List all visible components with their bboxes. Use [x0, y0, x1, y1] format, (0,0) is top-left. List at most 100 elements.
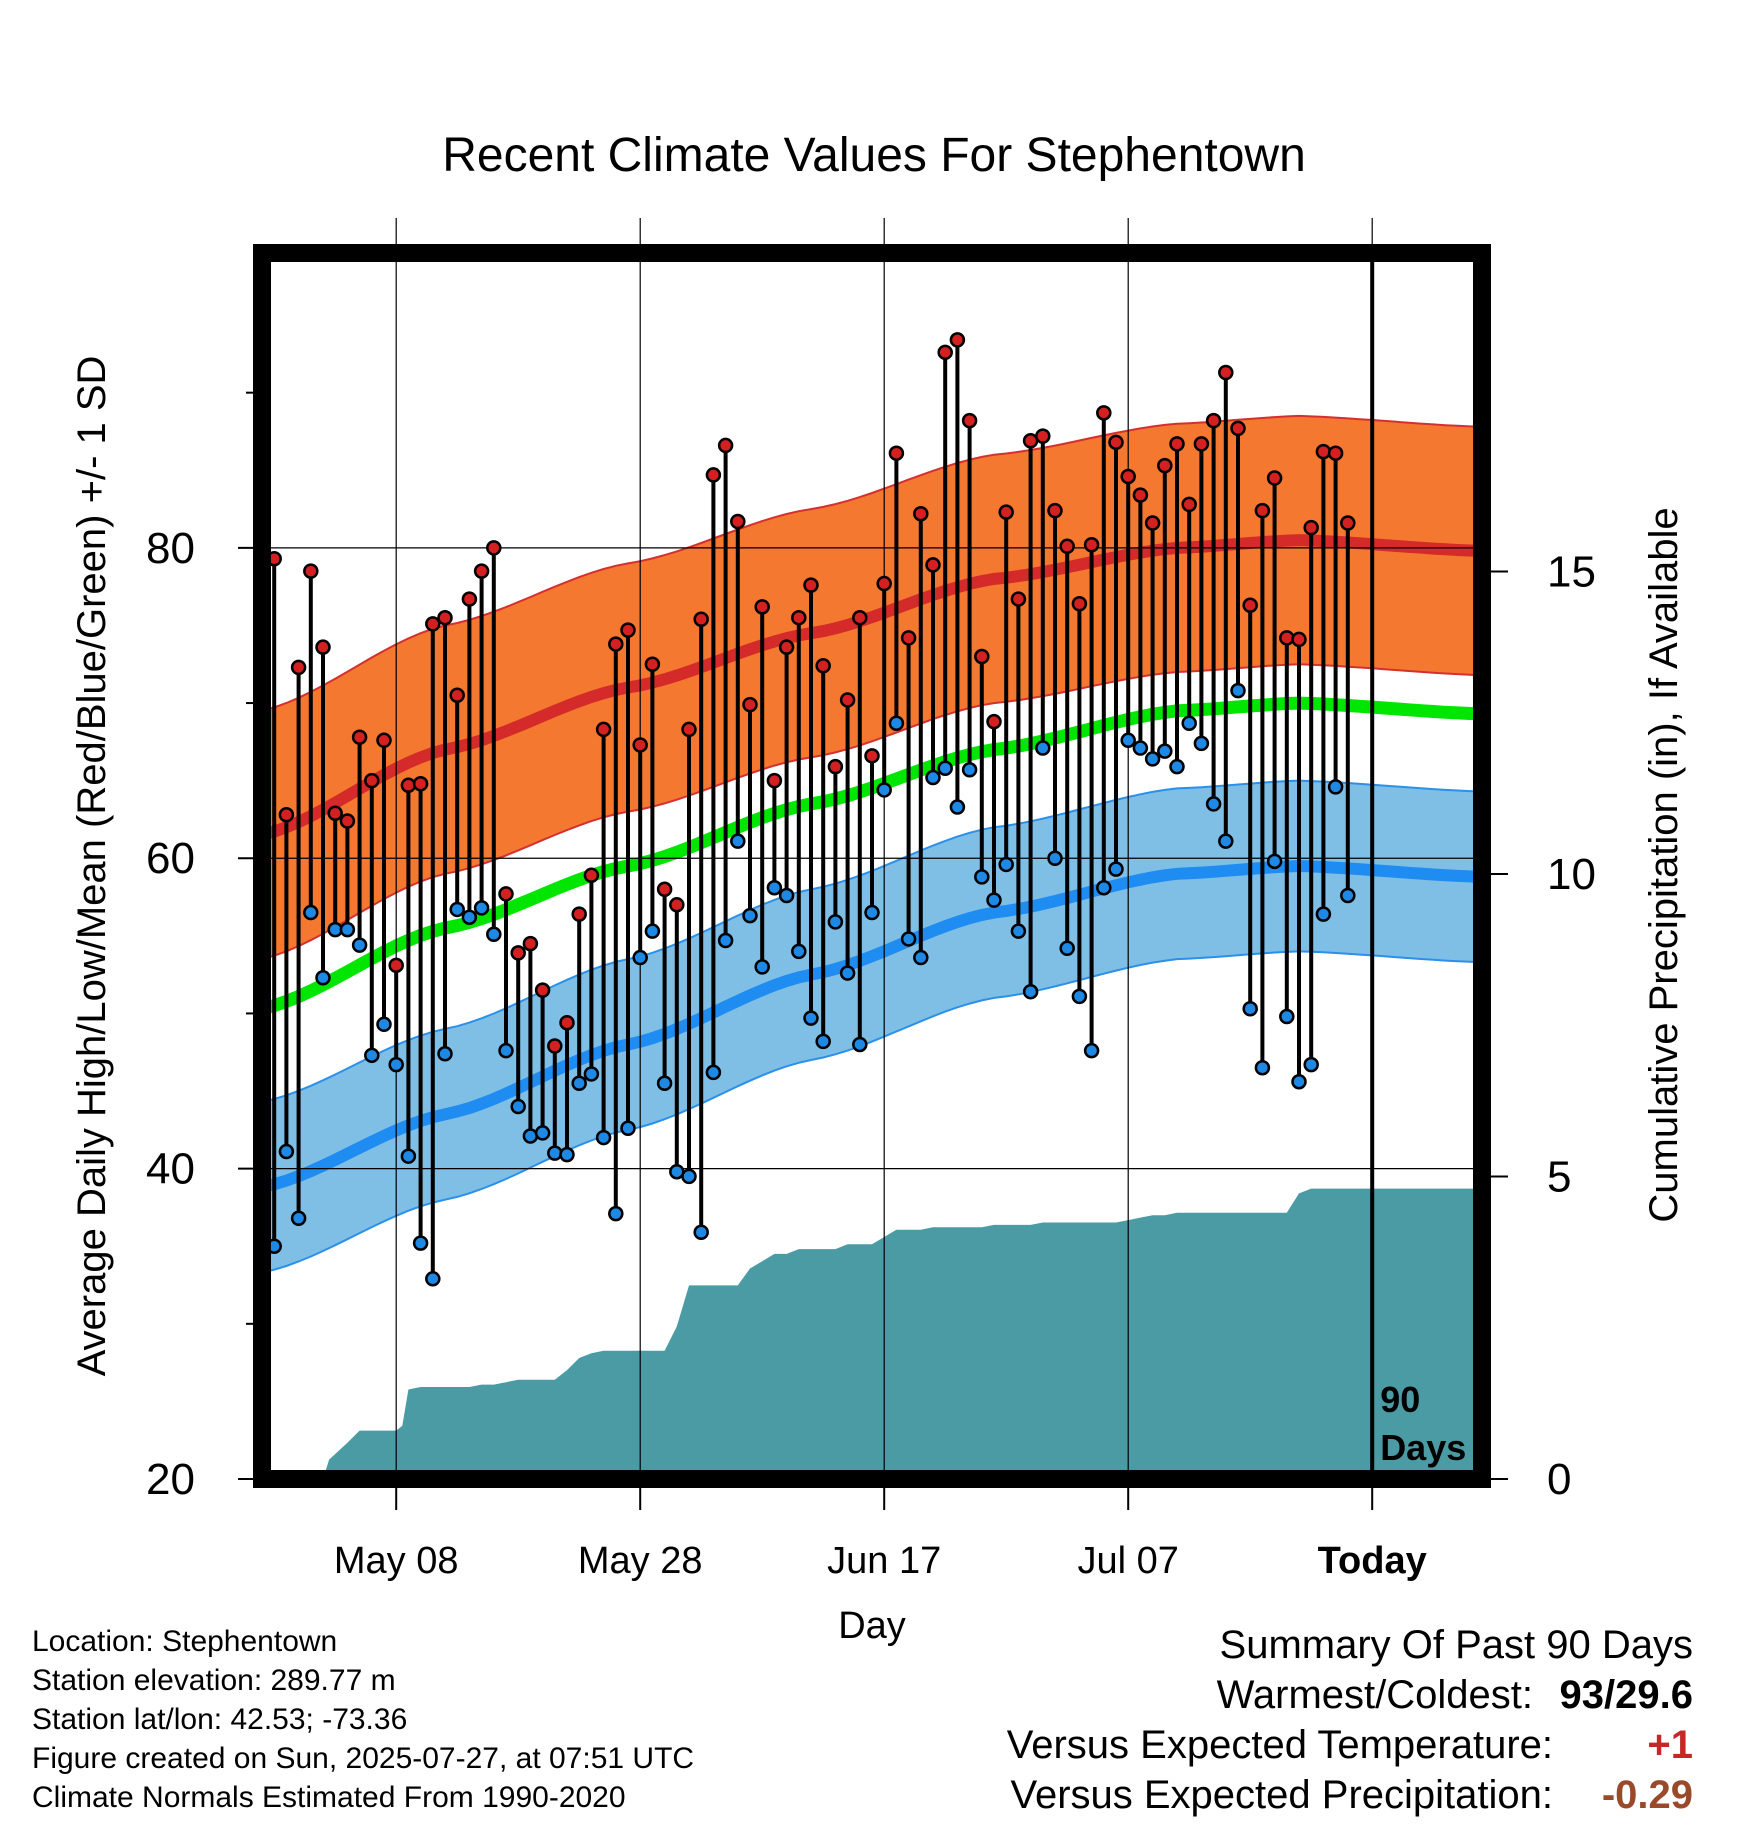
- low-point: [608, 1205, 624, 1222]
- low-point: [620, 1120, 636, 1137]
- high-point: [742, 696, 758, 713]
- high-point: [1157, 457, 1173, 474]
- high-point: [559, 1014, 575, 1031]
- low-point: [827, 914, 844, 930]
- low-point: [888, 715, 905, 731]
- high-point: [681, 721, 697, 738]
- y2-tick-label: 15: [1547, 548, 1596, 597]
- high-point: [583, 867, 600, 884]
- low-point: [1010, 923, 1027, 939]
- low-point: [1315, 906, 1332, 922]
- high-point: [1083, 537, 1100, 553]
- low-point: [778, 887, 795, 904]
- temp-label: Versus Expected Temperature:: [1006, 1723, 1553, 1767]
- low-point: [852, 1036, 868, 1053]
- high-point: [644, 656, 661, 673]
- low-point: [425, 1271, 441, 1287]
- low-point: [315, 969, 331, 986]
- chart-title: Recent Climate Values For Stephentown: [442, 129, 1306, 182]
- high-point: [766, 772, 783, 789]
- precip-label: Versus Expected Precipitation:: [1010, 1773, 1553, 1817]
- high-point: [864, 748, 880, 764]
- high-point: [303, 563, 319, 579]
- created-text: Figure created on Sun, 2025-07-27, at 07…: [32, 1742, 695, 1775]
- low-point: [1120, 732, 1136, 749]
- high-point: [412, 775, 429, 792]
- low-point: [1022, 983, 1039, 1000]
- y2-axis-title: Cumulative Precipitation (in), If Availa…: [1642, 507, 1686, 1222]
- summary-heading: Summary Of Past 90 Days: [1219, 1623, 1693, 1667]
- high-point: [620, 622, 636, 638]
- high-point: [498, 886, 514, 902]
- high-point: [315, 639, 331, 655]
- low-point: [364, 1047, 380, 1064]
- low-point: [486, 926, 502, 943]
- high-point: [974, 648, 990, 665]
- low-point: [534, 1125, 551, 1141]
- low-point: [803, 1010, 819, 1026]
- low-point: [461, 909, 478, 925]
- high-point: [1230, 420, 1246, 437]
- low-point: [644, 923, 661, 939]
- x-tick-label: May 28: [578, 1540, 703, 1582]
- high-point: [778, 639, 795, 655]
- low-point: [1291, 1073, 1307, 1090]
- y-tick-label: 40: [146, 1145, 195, 1194]
- low-point: [1242, 1001, 1258, 1017]
- high-point: [1315, 443, 1332, 460]
- high-point: [534, 982, 551, 998]
- low-point: [998, 856, 1014, 873]
- high-point: [1193, 436, 1210, 452]
- high-point: [876, 575, 892, 592]
- low-point: [547, 1145, 563, 1161]
- low-point: [1230, 682, 1246, 699]
- high-point: [705, 467, 722, 483]
- high-point: [730, 513, 746, 530]
- high-point: [388, 957, 404, 974]
- temp-value: +1: [1647, 1723, 1693, 1767]
- low-point: [498, 1042, 514, 1059]
- high-point: [852, 609, 868, 626]
- high-point: [839, 692, 856, 708]
- high-point: [669, 897, 685, 913]
- low-point: [693, 1224, 709, 1240]
- high-point: [449, 687, 465, 704]
- low-point: [473, 900, 490, 916]
- high-point: [1327, 445, 1344, 461]
- low-point: [510, 1098, 526, 1115]
- high-point: [1120, 468, 1136, 485]
- low-point: [717, 932, 734, 949]
- high-point: [1181, 496, 1197, 513]
- high-point: [815, 658, 831, 674]
- high-point: [1047, 502, 1063, 519]
- location-text: Location: Stephentown: [32, 1625, 338, 1658]
- y-tick-label: 60: [146, 834, 195, 883]
- low-point: [437, 1046, 453, 1062]
- y-tick-label: 80: [146, 524, 195, 573]
- high-point: [900, 630, 917, 646]
- high-point: [961, 412, 978, 429]
- low-point: [876, 782, 892, 798]
- plot-frame: [253, 244, 1491, 1488]
- low-point: [815, 1033, 831, 1050]
- high-point: [803, 577, 819, 593]
- low-point: [913, 949, 929, 966]
- low-point: [290, 1210, 307, 1227]
- low-point: [974, 869, 990, 885]
- low-point: [1218, 833, 1234, 849]
- y-axis-title: Average Daily High/Low/Mean (Red/Blue/Gr…: [70, 356, 114, 1377]
- low-point: [449, 901, 465, 918]
- high-point: [913, 505, 929, 522]
- high-point: [473, 563, 490, 579]
- low-point: [1340, 887, 1356, 904]
- low-point: [1205, 796, 1222, 812]
- low-point: [339, 921, 356, 938]
- high-point: [608, 636, 624, 652]
- low-point: [388, 1056, 404, 1073]
- high-point: [510, 945, 526, 961]
- high-point: [925, 557, 941, 573]
- high-normal-line: [262, 534, 1482, 841]
- high-point: [1340, 515, 1356, 531]
- high-point: [1108, 434, 1124, 451]
